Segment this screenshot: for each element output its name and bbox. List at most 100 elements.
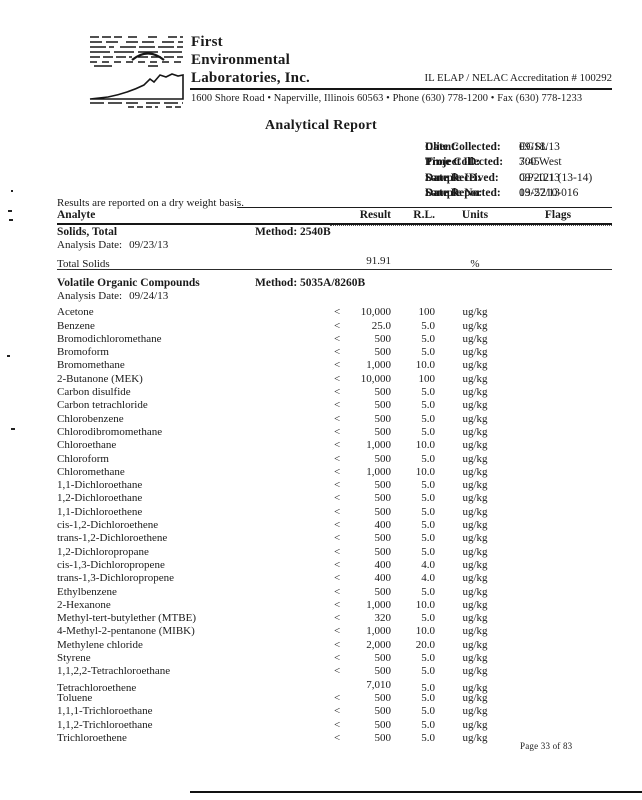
analyte-row: cis-1,2-Dichloroethene <400 5.0 ug/kg bbox=[57, 519, 612, 532]
less-than-qualifier bbox=[333, 679, 334, 691]
analyte-name-cell: Carbon tetrachloride bbox=[57, 399, 148, 412]
company-address: 1600 Shore Road • Naperville, Illinois 6… bbox=[191, 93, 583, 104]
scan-speck bbox=[11, 428, 15, 430]
analysis-date-label: Analysis Date: bbox=[57, 239, 123, 251]
units-cell: ug/kg bbox=[462, 372, 488, 385]
analyte-row: 1,2-Dichloroethane <500 5.0 ug/kg bbox=[57, 492, 612, 505]
analysis-date-row: Analysis Date: 09/24/13 bbox=[57, 290, 612, 303]
units-cell: ug/kg bbox=[462, 585, 488, 598]
info-label: Client: bbox=[425, 141, 459, 153]
units-cell: ug/kg bbox=[462, 479, 488, 492]
less-than-qualifier: < bbox=[334, 532, 341, 545]
reporting-limit-cell: 5.0 bbox=[421, 545, 435, 558]
result-cell: <10,000 bbox=[333, 373, 395, 385]
result-value: 500 bbox=[374, 425, 392, 438]
analyte-name-cell: 4-Methyl-2-pentanone (MIBK) bbox=[57, 625, 195, 638]
units-cell: ug/kg bbox=[462, 519, 488, 532]
result-cell: <500 bbox=[333, 532, 395, 544]
company-name: First Environmental Laboratories, Inc. bbox=[191, 33, 310, 87]
analyte-rows: Total Solids 91.91% bbox=[57, 255, 612, 270]
result-value: 400 bbox=[374, 558, 392, 571]
analysis-date-value: 09/23/13 bbox=[129, 239, 169, 251]
units-cell: ug/kg bbox=[462, 386, 488, 399]
info-label: Date Collected: bbox=[425, 141, 501, 153]
less-than-qualifier: < bbox=[334, 731, 341, 744]
result-cell: <10,000 bbox=[333, 306, 395, 318]
analyte-name-cell: Methyl-tert-butylether (MTBE) bbox=[57, 612, 196, 625]
result-cell: <500 bbox=[333, 719, 395, 731]
result-value: 1,000 bbox=[366, 465, 391, 478]
result-value: 500 bbox=[374, 705, 392, 718]
result-value: 500 bbox=[374, 585, 392, 598]
analyte-row: 1,1-Dichloroethene <500 5.0 ug/kg bbox=[57, 506, 612, 519]
section-method: Method: 5035A/8260B bbox=[255, 277, 366, 290]
analyte-row: 1,1,2,2-Tetrachloroethane <500 5.0 ug/kg bbox=[57, 665, 612, 678]
units-cell: ug/kg bbox=[462, 332, 488, 345]
analyte-name-cell: 1,1,2-Trichloroethane bbox=[57, 718, 153, 731]
table-column-headers: Analyte Result R.L. Units Flags bbox=[57, 209, 612, 225]
result-cell: <320 bbox=[333, 612, 395, 624]
units-cell: ug/kg bbox=[462, 346, 488, 359]
units-cell: ug/kg bbox=[462, 612, 488, 625]
result-cell: 7,010 bbox=[333, 679, 395, 691]
analyte-row: Chlorobenzene <500 5.0 ug/kg bbox=[57, 413, 612, 426]
analyte-name-cell: Chlorodibromomethane bbox=[57, 425, 163, 438]
info-value: 09/27/13 bbox=[519, 187, 560, 200]
analyte-name-cell: Acetone bbox=[57, 306, 94, 319]
analyte-name-cell: cis-1,3-Dichloropropene bbox=[57, 558, 165, 571]
result-cell: <500 bbox=[333, 705, 395, 717]
result-value: 400 bbox=[374, 572, 392, 585]
result-cell: <500 bbox=[333, 346, 395, 358]
less-than-qualifier: < bbox=[334, 465, 341, 478]
analyte-name-cell: Total Solids bbox=[57, 258, 110, 270]
reporting-limit-cell: 10.0 bbox=[415, 598, 435, 611]
analyte-name-cell: 1,1-Dichloroethene bbox=[57, 505, 143, 518]
analyte-row: 1,2-Dichloropropane <500 5.0 ug/kg bbox=[57, 546, 612, 559]
units-cell: ug/kg bbox=[462, 681, 488, 694]
units-cell: ug/kg bbox=[462, 452, 488, 465]
analyte-row: Carbon tetrachloride <500 5.0 ug/kg bbox=[57, 399, 612, 412]
analyte-row: Styrene <500 5.0 ug/kg bbox=[57, 652, 612, 665]
result-value: 500 bbox=[374, 399, 392, 412]
analyte-name-cell: Chloroethane bbox=[57, 439, 117, 452]
result-value: 500 bbox=[374, 452, 392, 465]
less-than-qualifier: < bbox=[334, 319, 341, 332]
reporting-limit-cell: 5.0 bbox=[421, 452, 435, 465]
reporting-limit-cell: 100 bbox=[418, 306, 436, 319]
info-label: Date Reported: bbox=[425, 187, 501, 200]
units-cell: ug/kg bbox=[462, 572, 488, 585]
analyte-name-cell: Toluene bbox=[57, 691, 93, 704]
scan-speck bbox=[7, 355, 10, 357]
result-cell: <500 bbox=[333, 492, 395, 504]
analyte-name-cell: cis-1,2-Dichloroethene bbox=[57, 519, 159, 532]
result-cell: <25.0 bbox=[333, 320, 395, 332]
column-header-flags: Flags bbox=[544, 209, 572, 221]
section-header: Volatile Organic Compounds Method: 5035A/… bbox=[57, 277, 612, 290]
result-value: 1,000 bbox=[366, 598, 391, 611]
units-cell: ug/kg bbox=[462, 439, 488, 452]
less-than-qualifier: < bbox=[334, 519, 341, 532]
reporting-limit-cell: 5.0 bbox=[421, 332, 435, 345]
analyte-row: Total Solids 91.91% bbox=[57, 255, 612, 270]
company-name-line: Laboratories, Inc. bbox=[191, 70, 311, 86]
analyte-name-cell: Bromomethane bbox=[57, 359, 125, 372]
analyte-row: Bromomethane <1,000 10.0 ug/kg bbox=[57, 359, 612, 372]
less-than-qualifier: < bbox=[334, 306, 341, 319]
reporting-limit-cell: 4.0 bbox=[421, 572, 435, 585]
less-than-qualifier: < bbox=[334, 425, 341, 438]
less-than-qualifier: < bbox=[334, 638, 341, 651]
less-than-qualifier: < bbox=[334, 412, 341, 425]
reporting-limit-cell: 5.0 bbox=[421, 425, 435, 438]
analyte-row: Chloroform <500 5.0 ug/kg bbox=[57, 453, 612, 466]
result-value: 500 bbox=[374, 532, 392, 545]
analyte-row: 1,1,2-Trichloroethane <500 5.0 ug/kg bbox=[57, 719, 612, 732]
result-cell: <2,000 bbox=[333, 639, 395, 651]
analyte-name-cell: Bromodichloromethane bbox=[57, 332, 162, 345]
reporting-limit-cell: 5.0 bbox=[421, 652, 435, 665]
units-cell: % bbox=[470, 258, 480, 270]
analyte-row: Methylene chloride <2,000 20.0 ug/kg bbox=[57, 639, 612, 652]
info-row: Client: EGSL Date Collected: 09/18/13 bbox=[57, 141, 612, 156]
analyte-name-cell: Chlorobenzene bbox=[57, 412, 124, 425]
analyte-name-cell: 1,2-Dichloroethane bbox=[57, 492, 143, 505]
